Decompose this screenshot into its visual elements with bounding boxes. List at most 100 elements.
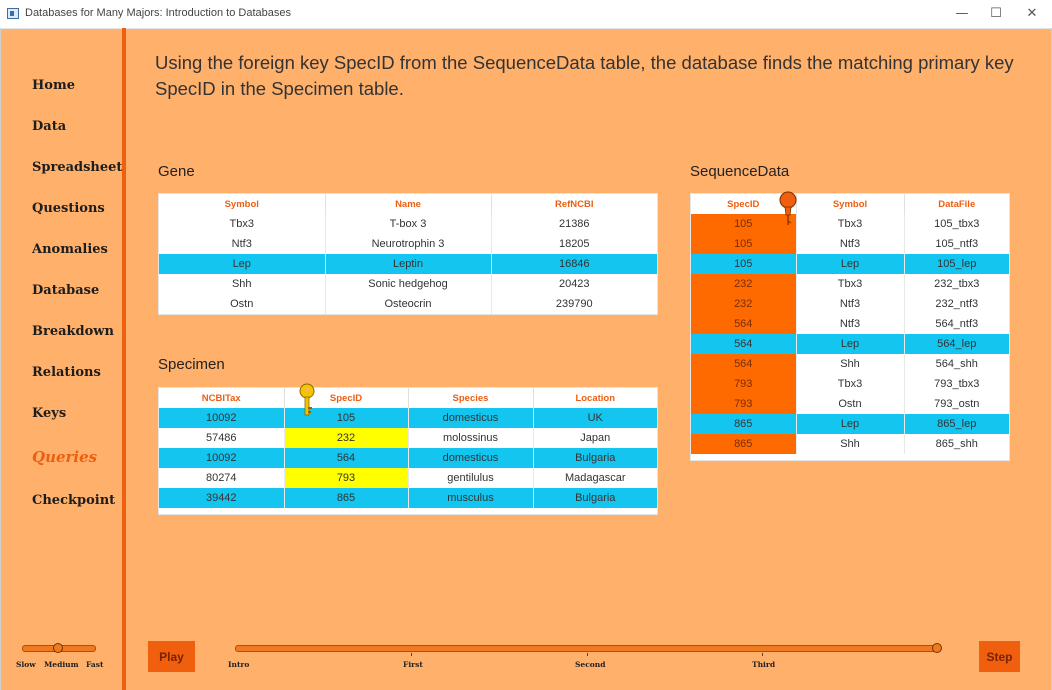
sidebar: Home Data Spreadsheet Questions Anomalie… [0, 28, 122, 690]
table-cell: 865 [691, 414, 797, 434]
table-cell: 564 [284, 448, 409, 468]
step-button[interactable]: Step [979, 641, 1020, 672]
column-header[interactable]: DataFile [938, 198, 976, 210]
table-row[interactable]: Ntf3 Neurotrophin 3 18205 [159, 234, 657, 254]
table-row[interactable]: 865 Shh 865_shh [691, 434, 1009, 454]
table-cell: 105_ntf3 [935, 238, 979, 250]
column-header[interactable]: NCBITax [159, 388, 285, 408]
column-header[interactable]: Symbol [159, 194, 326, 214]
table-cell: Shh [796, 434, 905, 454]
table-cell: domesticus [408, 448, 534, 468]
column-header[interactable]: Symbol [796, 194, 905, 214]
minimize-button[interactable]: — [955, 6, 969, 21]
table-cell: Lep [796, 254, 905, 274]
window-title: Databases for Many Majors: Introduction … [25, 7, 291, 19]
gene-table: Symbol Name RefNCBI Tbx3 T-box 3 21386 N… [159, 194, 657, 314]
column-header[interactable]: Name [325, 194, 492, 214]
sidebar-item-keys[interactable]: Keys [32, 406, 67, 421]
timeline-tick [762, 653, 763, 656]
table-cell: musculus [408, 488, 534, 508]
table-cell: Tbx3 [796, 374, 905, 394]
sidebar-item-spreadsheet[interactable]: Spreadsheet [32, 160, 123, 175]
sidebar-item-data[interactable]: Data [32, 119, 67, 134]
table-cell: Ntf3 [796, 234, 905, 254]
sidebar-item-questions[interactable]: Questions [32, 201, 105, 216]
timeline-label-first: First [403, 660, 423, 669]
table-row[interactable]: 793 Ostn 793_ostn [691, 394, 1009, 414]
table-row[interactable]: 80274 793 gentilulus Madagascar [159, 468, 657, 488]
timeline-slider[interactable] [235, 645, 939, 652]
table-cell: Lep [796, 414, 905, 434]
table-row[interactable]: Tbx3 T-box 3 21386 [159, 214, 657, 234]
table-row[interactable]: Shh Sonic hedgehog 20423 [159, 274, 657, 294]
table-cell: 239790 [555, 298, 593, 310]
column-header[interactable]: Species [408, 388, 534, 408]
table-cell: Sonic hedgehog [325, 274, 492, 294]
sidebar-item-queries[interactable]: Queries [32, 448, 98, 466]
table-cell: 865 [284, 488, 409, 508]
table-cell: Leptin [325, 254, 492, 274]
timeline-handle[interactable] [932, 643, 942, 653]
table-cell: 16846 [491, 254, 657, 274]
table-spacer-row [159, 508, 657, 514]
table-cell: T-box 3 [325, 214, 492, 234]
table-cell: 20423 [558, 278, 590, 290]
table-cell: 10092 [159, 448, 285, 468]
sequence-data-table: SpecID Symbol DataFile 105 Tbx3 105_tbx3… [691, 194, 1009, 460]
maximize-button[interactable]: ☐ [990, 6, 1002, 21]
table-cell: domesticus [408, 408, 534, 428]
play-button[interactable]: Play [148, 641, 195, 672]
table-row[interactable]: 57486 232 molossinus Japan [159, 428, 657, 448]
table-row[interactable]: Ostn Osteocrin 239790 [159, 294, 657, 314]
table-cell: 105_tbx3 [934, 218, 980, 230]
table-row-highlighted[interactable]: 10092 105 domesticus UK [159, 408, 657, 428]
table-cell: 57486 [159, 428, 285, 448]
table-row[interactable]: 105 Tbx3 105_tbx3 [691, 214, 1009, 234]
table-row-highlighted[interactable]: 105 Lep 105_lep [691, 254, 1009, 274]
table-cell: Lep [796, 334, 905, 354]
table-cell: 793_tbx3 [934, 378, 980, 390]
table-row[interactable]: 564 Ntf3 564_ntf3 [691, 314, 1009, 334]
table-row[interactable]: 793 Tbx3 793_tbx3 [691, 374, 1009, 394]
foreign-key-icon [779, 191, 797, 225]
table-row[interactable]: 105 Ntf3 105_ntf3 [691, 234, 1009, 254]
sidebar-item-relations[interactable]: Relations [32, 365, 101, 380]
speed-slider-handle[interactable] [53, 643, 63, 653]
table-cell: 105 [691, 254, 797, 274]
table-cell: 18205 [558, 238, 590, 250]
table-cell: 10092 [159, 408, 285, 428]
table-cell: Ostn [159, 294, 326, 314]
table-row-highlighted[interactable]: 10092 564 domesticus Bulgaria [159, 448, 657, 468]
table-row-highlighted[interactable]: 564 Lep 564_lep [691, 334, 1009, 354]
table-cell: 865_lep [904, 414, 1009, 434]
close-button[interactable]: ✕ [1026, 6, 1038, 21]
table-row-highlighted[interactable]: 865 Lep 865_lep [691, 414, 1009, 434]
table-row-highlighted[interactable]: Lep Leptin 16846 [159, 254, 657, 274]
gene-table-title: Gene [158, 163, 195, 180]
table-row[interactable]: 564 Shh 564_shh [691, 354, 1009, 374]
table-cell-foreign-key: 232 [691, 274, 797, 294]
sidebar-item-breakdown[interactable]: Breakdown [32, 324, 114, 339]
table-cell-foreign-key: 564 [691, 354, 797, 374]
column-header[interactable]: Location [575, 392, 616, 404]
column-header[interactable]: SpecID [284, 388, 409, 408]
sidebar-item-checkpoint[interactable]: Checkpoint [32, 493, 116, 508]
sidebar-item-anomalies[interactable]: Anomalies [32, 242, 108, 257]
table-cell: Shh [796, 354, 905, 374]
table-row-highlighted[interactable]: 39442 865 musculus Bulgaria [159, 488, 657, 508]
table-cell: 564_shh [935, 358, 978, 370]
table-cell: Shh [159, 274, 326, 294]
column-header[interactable]: RefNCBI [554, 198, 594, 210]
table-cell-foreign-key: 865 [691, 434, 797, 454]
table-cell: Ntf3 [159, 234, 326, 254]
speed-label-medium: Medium [44, 660, 79, 669]
table-row[interactable]: 232 Ntf3 232_ntf3 [691, 294, 1009, 314]
table-cell: 105 [284, 408, 409, 428]
sidebar-item-database[interactable]: Database [32, 283, 100, 298]
specimen-table: NCBITax SpecID Species Location 10092 10… [159, 388, 657, 514]
speed-label-fast: Fast [86, 660, 104, 669]
timeline-label-third: Third [752, 660, 776, 669]
table-row[interactable]: 232 Tbx3 232_tbx3 [691, 274, 1009, 294]
speed-label-slow: Slow [16, 660, 36, 669]
sidebar-item-home[interactable]: Home [32, 78, 75, 93]
